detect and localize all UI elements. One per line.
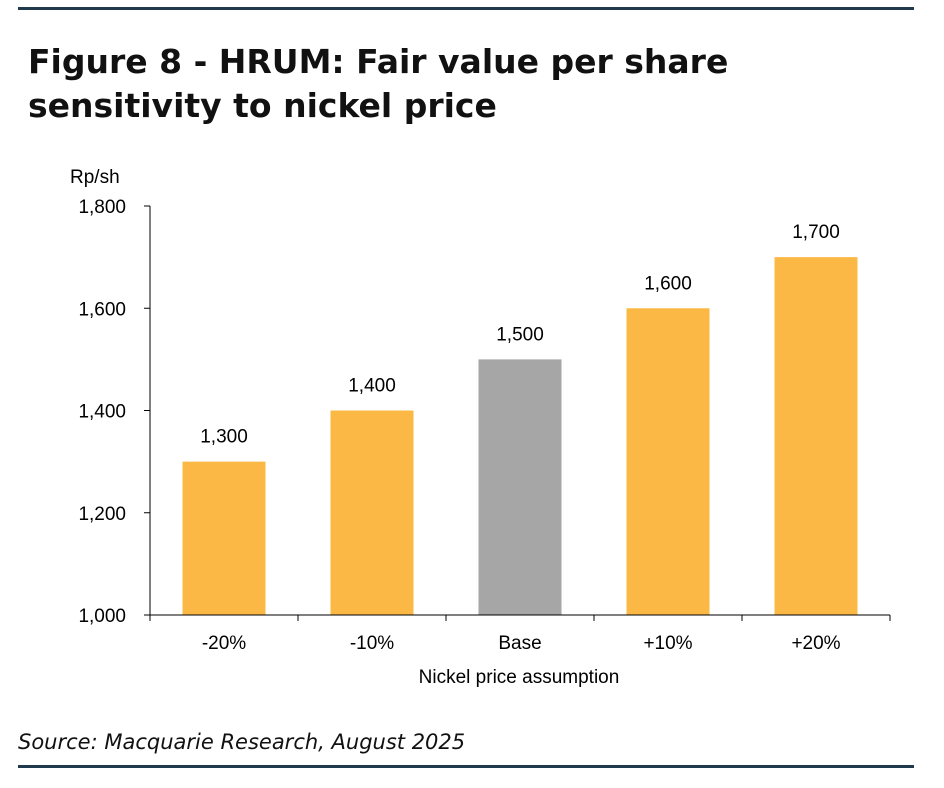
x-tick-label: -10% <box>350 633 394 654</box>
bar <box>182 461 266 615</box>
x-tick-label: +10% <box>643 633 692 654</box>
bar <box>626 308 710 615</box>
y-axis-label: Rp/sh <box>70 167 120 188</box>
y-tick-label: 1,200 <box>78 504 126 525</box>
y-tick-label: 1,400 <box>78 402 126 423</box>
data-label: 1,300 <box>200 427 248 448</box>
data-label: 1,500 <box>496 324 544 345</box>
bar <box>330 410 414 615</box>
y-tick-label: 1,000 <box>78 606 126 627</box>
axes <box>149 206 891 621</box>
x-tick-label: Base <box>498 633 541 654</box>
y-tick-label: 1,600 <box>78 299 126 320</box>
y-tick-label: 1,800 <box>78 197 126 218</box>
bar <box>478 359 562 615</box>
data-label: 1,400 <box>348 376 396 397</box>
data-label: 1,600 <box>644 273 692 294</box>
figure-title: Figure 8 - HRUM: Fair value per share se… <box>28 42 729 125</box>
y-axis-ticks: 1,000 1,200 1,400 1,600 1,800 <box>78 197 150 627</box>
bottom-rule <box>18 765 914 768</box>
bar-chart: Rp/sh 1,000 1,200 1,400 1,600 1,800 1,300 -20… <box>70 167 891 688</box>
x-tick-label: -20% <box>202 633 246 654</box>
bar <box>774 257 858 615</box>
data-label: 1,700 <box>792 222 840 243</box>
x-tick-label: +20% <box>791 633 840 654</box>
bars: 1,300 -20% 1,400 -10% 1,500 Base 1,600 +10% 1,70… <box>182 222 858 654</box>
top-rule <box>18 7 914 10</box>
x-axis-label: Nickel price assumption <box>419 667 620 688</box>
source-note: Source: Macquarie Research, August 2025 <box>18 730 466 754</box>
